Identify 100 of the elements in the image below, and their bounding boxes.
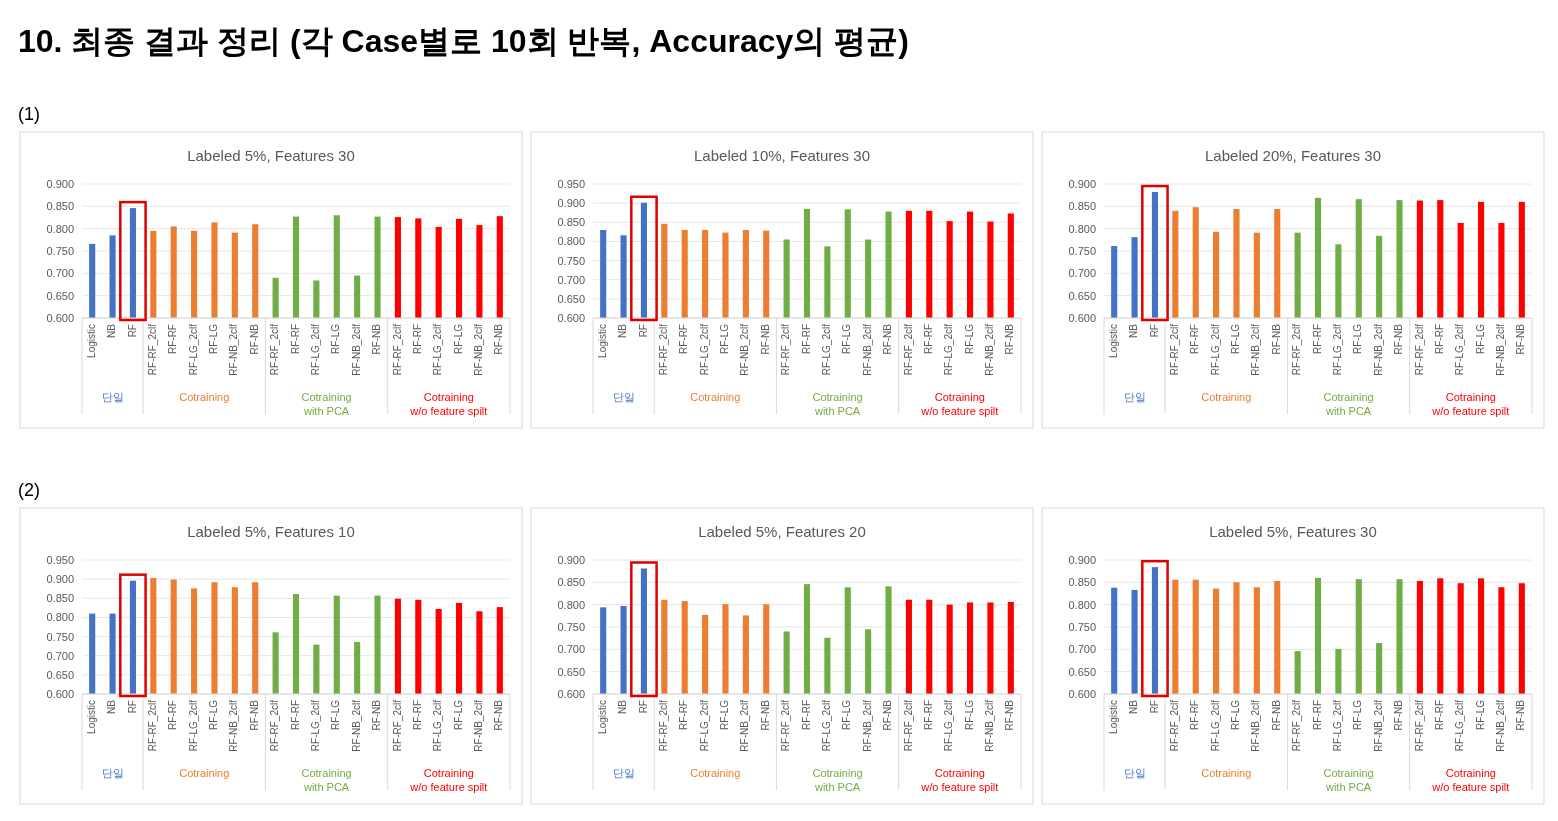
text: Cotraining w/o feature spilt bbox=[920, 391, 999, 417]
y-tick-label: 0.600 bbox=[46, 312, 74, 324]
x-tick-label: RF-RF_2clf bbox=[657, 323, 669, 376]
text: Cotraining with PCA bbox=[1323, 767, 1374, 793]
x-tick-label: RF-RF bbox=[167, 700, 179, 730]
x-tick-label: RF-RF bbox=[1311, 700, 1323, 730]
x-tick-label: RF-NB_2clf bbox=[350, 699, 362, 752]
y-tick-label: 0.700 bbox=[1068, 643, 1096, 656]
y-tick-label: 0.750 bbox=[1068, 621, 1096, 633]
x-tick-label: RF-LG bbox=[841, 699, 853, 730]
y-tick-label: 0.800 bbox=[1068, 222, 1096, 235]
chart-title: Labeled 10%, Features 30 bbox=[694, 147, 870, 164]
text: 단일 bbox=[1123, 391, 1146, 403]
y-tick-label: 0.800 bbox=[557, 235, 585, 248]
x-tick-label: RF-RF_2clf bbox=[780, 699, 792, 752]
x-tick-label: RF-NB bbox=[1515, 323, 1527, 355]
x-tick-label: RF bbox=[1148, 700, 1160, 714]
y-tick-label: 0.600 bbox=[1068, 312, 1096, 324]
x-tick-label: RF-LG bbox=[1230, 699, 1242, 730]
x-tick-label: RF-NB_2clf bbox=[1250, 323, 1262, 376]
text: (2) bbox=[18, 480, 40, 500]
x-tick-label: RF bbox=[126, 700, 138, 714]
x-tick-label: RF-NB_2clf bbox=[473, 323, 485, 376]
x-tick-label: RF-NB_2clf bbox=[739, 699, 751, 752]
text: 10. 최종 결과 정리 (각 Case별로 10회 반복, Accuracy의 평균) bbox=[18, 23, 909, 59]
x-tick-label: RF-NB_2clf bbox=[984, 323, 996, 376]
x-tick-label: Logistic bbox=[596, 700, 608, 734]
x-tick-label: RF-LG bbox=[1352, 699, 1364, 730]
x-tick-label: NB bbox=[106, 323, 118, 338]
x-tick-label: RF-NB bbox=[1393, 699, 1405, 731]
x-tick-label: RF-RF_2clf bbox=[1413, 699, 1425, 752]
y-tick-label: 0.950 bbox=[557, 178, 585, 190]
x-tick-label: RF-NB_2clf bbox=[1372, 323, 1384, 376]
x-tick-label: RF-NB bbox=[1270, 323, 1282, 355]
x-tick-label: RF-RF bbox=[922, 324, 934, 354]
text: Cotraining with PCA bbox=[1323, 391, 1374, 417]
y-tick-label: 0.750 bbox=[557, 621, 585, 633]
x-tick-label: NB bbox=[106, 699, 118, 714]
x-tick-label: RF-RF bbox=[678, 700, 690, 730]
x-tick-label: Logistic bbox=[596, 324, 608, 358]
x-tick-label: RF-LG bbox=[1352, 323, 1364, 354]
text: Cotraining with PCA bbox=[301, 767, 352, 793]
x-tick-label: RF-NB bbox=[371, 699, 383, 731]
x-tick-label: RF-RF bbox=[1433, 324, 1445, 354]
x-tick-label: RF-NB_2clf bbox=[350, 323, 362, 376]
x-tick-label: RF-LG bbox=[841, 323, 853, 354]
x-tick-label: RF-LG bbox=[963, 323, 975, 354]
chart-title: Labeled 5%, Features 20 bbox=[698, 523, 866, 540]
y-tick-label: 0.850 bbox=[46, 200, 74, 213]
x-tick-label: RF-LG bbox=[330, 699, 342, 730]
y-tick-label: 0.750 bbox=[1068, 245, 1096, 257]
y-tick-label: 0.650 bbox=[46, 289, 74, 302]
y-tick-label: 0.700 bbox=[1068, 267, 1096, 280]
x-tick-label: RF-LG_2clf bbox=[187, 323, 199, 376]
y-tick-label: 0.850 bbox=[557, 576, 585, 589]
text: 단일 bbox=[101, 391, 124, 403]
x-tick-label: RF-LG bbox=[208, 323, 220, 354]
x-tick-label: RF-RF bbox=[1189, 700, 1201, 730]
x-tick-label: RF-NB bbox=[493, 323, 505, 355]
y-tick-label: 0.600 bbox=[557, 312, 585, 324]
y-tick-label: 0.900 bbox=[46, 178, 74, 190]
text: Cotraining bbox=[690, 767, 741, 779]
x-tick-label: RF-RF bbox=[411, 700, 423, 730]
y-tick-label: 0.600 bbox=[46, 688, 74, 700]
x-tick-label: RF-NB_2clf bbox=[228, 699, 240, 752]
y-tick-label: 0.850 bbox=[557, 216, 585, 229]
x-tick-label: RF bbox=[637, 700, 649, 714]
y-tick-label: 0.650 bbox=[557, 665, 585, 678]
y-tick-label: 0.900 bbox=[1068, 178, 1096, 190]
x-tick-label: RF-NB bbox=[493, 699, 505, 731]
y-tick-label: 0.900 bbox=[46, 573, 74, 586]
chart-title: Labeled 5%, Features 30 bbox=[1209, 523, 1377, 540]
x-tick-label: RF-NB_2clf bbox=[1495, 323, 1507, 376]
x-tick-label: RF-LG bbox=[963, 699, 975, 730]
x-tick-label: RF-LG bbox=[452, 323, 464, 354]
y-tick-label: 0.900 bbox=[1068, 554, 1096, 566]
x-tick-label: RF-RF bbox=[411, 324, 423, 354]
x-tick-label: RF-RF bbox=[1433, 700, 1445, 730]
x-tick-label: RF-LG_2clf bbox=[1332, 699, 1344, 752]
x-tick-label: RF-NB bbox=[1515, 699, 1527, 731]
text: Cotraining bbox=[179, 391, 230, 403]
x-tick-label: RF-RF bbox=[289, 700, 301, 730]
x-tick-label: RF-NB_2clf bbox=[228, 323, 240, 376]
x-tick-label: NB bbox=[617, 323, 629, 338]
text: Cotraining w/o feature spilt bbox=[1431, 767, 1510, 793]
x-tick-label: RF-RF bbox=[289, 324, 301, 354]
x-tick-label: RF-RF bbox=[678, 324, 690, 354]
y-tick-label: 0.800 bbox=[557, 598, 585, 611]
x-tick-label: NB bbox=[1128, 699, 1140, 714]
text: Cotraining w/o feature spilt bbox=[409, 767, 488, 793]
x-tick-label: RF-RF_2clf bbox=[1291, 699, 1303, 752]
y-tick-label: 0.850 bbox=[1068, 576, 1096, 589]
x-tick-label: RF-RF_2clf bbox=[902, 323, 914, 376]
text: 단일 bbox=[612, 767, 635, 779]
y-tick-label: 0.700 bbox=[46, 267, 74, 280]
text: Cotraining bbox=[1201, 767, 1252, 779]
x-tick-label: RF-LG_2clf bbox=[310, 699, 322, 752]
y-tick-label: 0.950 bbox=[46, 554, 74, 566]
x-tick-label: RF-LG_2clf bbox=[943, 699, 955, 752]
x-tick-label: RF-RF_2clf bbox=[1291, 323, 1303, 376]
